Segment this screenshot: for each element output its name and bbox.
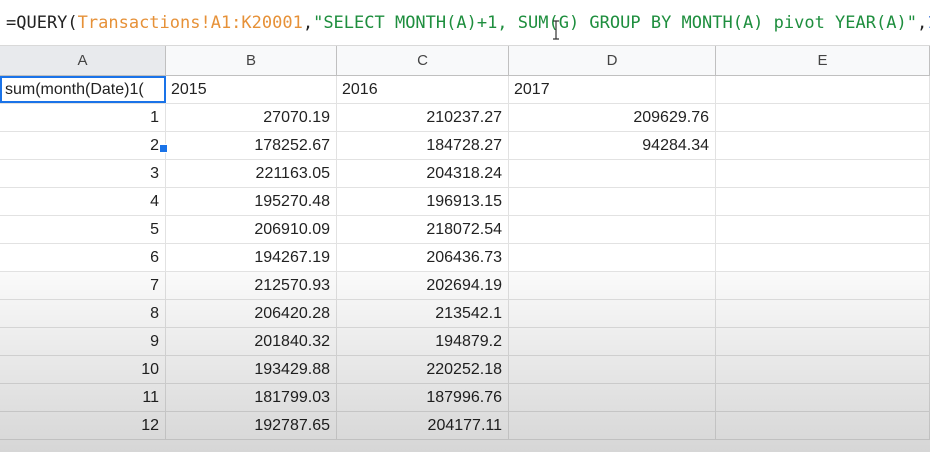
formula-token: ,: [302, 12, 314, 33]
table-cell[interactable]: [509, 356, 716, 383]
table-cell[interactable]: 184728.27: [337, 132, 509, 159]
table-cell[interactable]: 9: [0, 328, 166, 355]
formula-bar[interactable]: =QUERY(Transactions!A1:K20001,"SELECT MO…: [0, 0, 930, 46]
table-cell[interactable]: 193429.88: [166, 356, 337, 383]
table-row: 12 192787.65 204177.11: [0, 412, 930, 440]
column-header-e[interactable]: E: [716, 46, 930, 75]
column-header-d[interactable]: D: [509, 46, 716, 75]
table-row: 3 221163.05 204318.24: [0, 160, 930, 188]
table-cell[interactable]: 202694.19: [337, 272, 509, 299]
table-cell[interactable]: 11: [0, 384, 166, 411]
table-cell[interactable]: 178252.67: [166, 132, 337, 159]
table-cell[interactable]: [716, 356, 930, 383]
table-row: 11 181799.03 187996.76: [0, 384, 930, 412]
table-cell[interactable]: 3: [0, 160, 166, 187]
table-cell[interactable]: 8: [0, 300, 166, 327]
fill-handle[interactable]: [159, 144, 168, 153]
table-cell[interactable]: [716, 132, 930, 159]
table-cell[interactable]: [509, 412, 716, 439]
table-cell[interactable]: 221163.05: [166, 160, 337, 187]
table-cell[interactable]: 12: [0, 412, 166, 439]
table-cell[interactable]: 194267.19: [166, 244, 337, 271]
header-cell[interactable]: 2017: [509, 76, 716, 103]
table-cell[interactable]: [509, 216, 716, 243]
header-cell[interactable]: 2015: [166, 76, 337, 103]
table-cell[interactable]: [509, 160, 716, 187]
table-row: 6 194267.19 206436.73: [0, 244, 930, 272]
table-cell[interactable]: [716, 272, 930, 299]
table-cell[interactable]: [716, 328, 930, 355]
table-cell[interactable]: [716, 384, 930, 411]
table-cell[interactable]: 5: [0, 216, 166, 243]
column-header-a[interactable]: A: [0, 46, 166, 75]
formula-token: "SELECT MONTH(A)+1, SUM(G) GROUP BY MONT…: [313, 12, 917, 33]
table-cell[interactable]: 2: [0, 132, 166, 159]
table-cell[interactable]: 7: [0, 272, 166, 299]
table-row: 8 206420.28 213542.1: [0, 300, 930, 328]
table-row: 1 27070.19 210237.27 209629.76: [0, 104, 930, 132]
table-cell[interactable]: 94284.34: [509, 132, 716, 159]
table-cell[interactable]: 206420.28: [166, 300, 337, 327]
column-header-c[interactable]: C: [337, 46, 509, 75]
table-row: 4 195270.48 196913.15: [0, 188, 930, 216]
table-row: 5 206910.09 218072.54: [0, 216, 930, 244]
table-cell[interactable]: 218072.54: [337, 216, 509, 243]
table-cell[interactable]: 220252.18: [337, 356, 509, 383]
table-cell[interactable]: 213542.1: [337, 300, 509, 327]
column-header-b[interactable]: B: [166, 46, 337, 75]
table-cell[interactable]: [716, 104, 930, 131]
table-cell[interactable]: 201840.32: [166, 328, 337, 355]
table-cell[interactable]: 204177.11: [337, 412, 509, 439]
table-cell[interactable]: [716, 160, 930, 187]
table-cell[interactable]: [716, 188, 930, 215]
table-cell[interactable]: 212570.93: [166, 272, 337, 299]
header-data-row: sum(month(Date)1(2015 2016 2017: [0, 76, 930, 104]
table-cell[interactable]: 206436.73: [337, 244, 509, 271]
table-cell[interactable]: 204318.24: [337, 160, 509, 187]
formula-token: =QUERY(: [6, 12, 78, 33]
table-cell[interactable]: 195270.48: [166, 188, 337, 215]
table-cell[interactable]: 210237.27: [337, 104, 509, 131]
table-cell[interactable]: [509, 188, 716, 215]
formula-text[interactable]: =QUERY(Transactions!A1:K20001,"SELECT MO…: [6, 13, 930, 33]
table-cell[interactable]: [716, 216, 930, 243]
selected-cell[interactable]: sum(month(Date)1(: [0, 76, 166, 103]
table-cell[interactable]: [509, 244, 716, 271]
table-cell[interactable]: 4: [0, 188, 166, 215]
table-cell[interactable]: 10: [0, 356, 166, 383]
table-row: 9 201840.32 194879.2: [0, 328, 930, 356]
table-cell[interactable]: 206910.09: [166, 216, 337, 243]
table-cell[interactable]: [716, 300, 930, 327]
table-cell[interactable]: [509, 300, 716, 327]
table-cell[interactable]: [716, 244, 930, 271]
table-row: 2 178252.67 184728.27 94284.34: [0, 132, 930, 160]
formula-token: ,: [916, 12, 928, 33]
header-cell[interactable]: [716, 76, 930, 103]
table-cell[interactable]: [509, 384, 716, 411]
table-cell[interactable]: 192787.65: [166, 412, 337, 439]
formula-token: Transactions!A1:K20001: [77, 12, 303, 33]
table-cell[interactable]: 27070.19: [166, 104, 337, 131]
table-cell[interactable]: [716, 412, 930, 439]
table-cell[interactable]: 6: [0, 244, 166, 271]
table-row: 7 212570.93 202694.19: [0, 272, 930, 300]
table-cell[interactable]: 196913.15: [337, 188, 509, 215]
table-cell[interactable]: 187996.76: [337, 384, 509, 411]
header-cell[interactable]: 2016: [337, 76, 509, 103]
table-cell[interactable]: 1: [0, 104, 166, 131]
table-cell[interactable]: 181799.03: [166, 384, 337, 411]
formula-token: 1: [927, 13, 930, 33]
table-cell[interactable]: [509, 328, 716, 355]
table-cell[interactable]: 194879.2: [337, 328, 509, 355]
table-cell[interactable]: [509, 272, 716, 299]
table-cell[interactable]: 209629.76: [509, 104, 716, 131]
table-row: 10 193429.88 220252.18: [0, 356, 930, 384]
